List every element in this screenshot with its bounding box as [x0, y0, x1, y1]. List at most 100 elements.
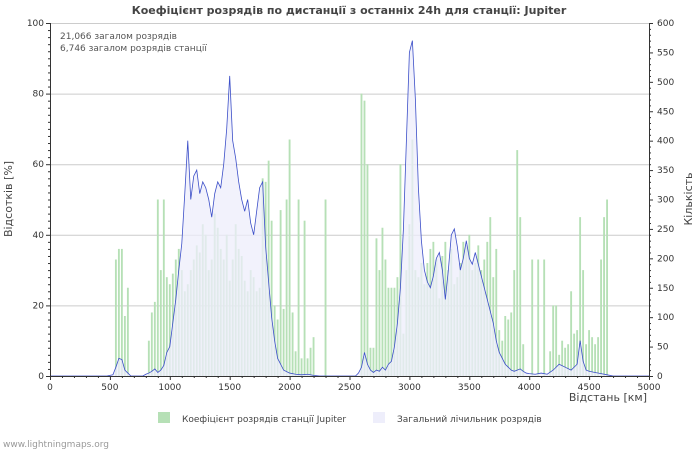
bar	[519, 217, 522, 376]
bar	[165, 277, 168, 376]
bar	[363, 100, 366, 376]
bar	[300, 358, 303, 376]
line-stroke	[50, 40, 649, 377]
bar	[279, 210, 282, 376]
y-right-tick-label: 200	[657, 254, 674, 264]
bar	[594, 344, 597, 376]
y-axis-right-label: Кількість	[682, 172, 695, 225]
bar	[585, 344, 588, 376]
bar	[369, 347, 372, 376]
bar	[564, 347, 567, 376]
y-left-tick-label: 80	[33, 90, 45, 100]
bar	[390, 287, 393, 376]
bar	[495, 248, 498, 376]
bar	[123, 315, 126, 376]
bar	[297, 199, 300, 376]
bar	[153, 301, 156, 376]
bar	[156, 199, 159, 376]
x-tick-label: 1000	[158, 383, 181, 393]
x-tick-label: 0	[47, 383, 53, 393]
chart-title: Коефіцієнт розрядів по дистанції з остан…	[132, 4, 567, 17]
bar	[282, 308, 285, 376]
bar	[366, 164, 369, 376]
bar	[147, 340, 150, 376]
bar	[600, 259, 603, 376]
bar	[360, 93, 363, 376]
bar	[387, 287, 390, 376]
bar	[303, 220, 306, 376]
bar	[276, 319, 279, 376]
bar	[117, 248, 120, 376]
y-right-tick-label: 300	[657, 196, 674, 206]
bar	[399, 164, 402, 376]
bar	[552, 305, 555, 376]
legend-bar-swatch	[158, 412, 170, 423]
bar	[288, 139, 291, 376]
bar	[150, 312, 153, 376]
legend-line-swatch	[373, 412, 385, 423]
bar	[120, 248, 123, 376]
x-tick-label: 4500	[578, 383, 601, 393]
bar	[507, 319, 510, 376]
bar	[312, 337, 315, 376]
bar	[531, 259, 534, 376]
y-right-tick-label: 400	[657, 137, 674, 147]
bar	[591, 337, 594, 376]
x-tick-label: 3500	[458, 383, 481, 393]
bar	[606, 199, 608, 376]
bar	[543, 259, 546, 376]
y-right-tick-label: 600	[657, 19, 674, 29]
bar	[555, 305, 558, 376]
bar	[393, 287, 396, 376]
bar	[285, 199, 288, 376]
bar	[567, 344, 570, 376]
footer-credit: www.lightningmaps.org	[3, 440, 109, 450]
line-series	[50, 40, 649, 377]
bar	[588, 330, 591, 376]
y-right-tick-label: 450	[657, 107, 674, 117]
bar	[126, 287, 129, 376]
bar	[573, 333, 576, 376]
plot-area	[50, 23, 649, 376]
bar	[375, 238, 378, 376]
legend-line-label: Загальний лічильник розрядів	[397, 415, 542, 425]
y-left-tick-label: 40	[33, 231, 45, 241]
bar	[270, 220, 273, 376]
bar	[159, 270, 162, 376]
bar	[162, 199, 165, 376]
y-right-tick-label: 100	[657, 313, 674, 323]
grid-lines	[50, 23, 649, 307]
y-right-tick-label: 500	[657, 78, 674, 88]
x-tick-label: 500	[101, 383, 118, 393]
bar	[561, 340, 564, 376]
legend-bar-label: Коефіцієнт розрядів станції Jupiter	[182, 415, 346, 425]
bar	[372, 347, 375, 376]
x-axis-label: Відстань [км]	[569, 391, 647, 404]
y-left-tick-label: 100	[27, 19, 44, 29]
annotation-total: 21,066 загалом розрядів	[60, 32, 177, 42]
bar	[522, 344, 525, 376]
x-tick-label: 2000	[278, 383, 301, 393]
y-right-tick-label: 550	[657, 48, 674, 58]
line-area-fill	[50, 40, 649, 377]
bar	[309, 347, 312, 376]
bar	[291, 312, 294, 376]
y-right-tick-label: 50	[657, 343, 669, 353]
bar	[384, 259, 387, 376]
bar	[582, 270, 585, 376]
bar	[513, 270, 516, 376]
x-tick-label: 3000	[398, 383, 421, 393]
bar	[576, 330, 579, 376]
bar	[510, 312, 513, 376]
axes: 0 500 1000 1500 2000 2500 3000 3500 4000 4500 5000…	[27, 19, 675, 393]
bar	[537, 259, 540, 376]
x-tick-label: 1500	[218, 383, 241, 393]
bar	[381, 227, 384, 376]
bar	[549, 351, 552, 376]
y-right-tick-label: 150	[657, 284, 674, 294]
bar	[489, 217, 492, 376]
bar	[168, 284, 171, 376]
annotation-station: 6,746 загалом розрядів станції	[60, 44, 207, 54]
